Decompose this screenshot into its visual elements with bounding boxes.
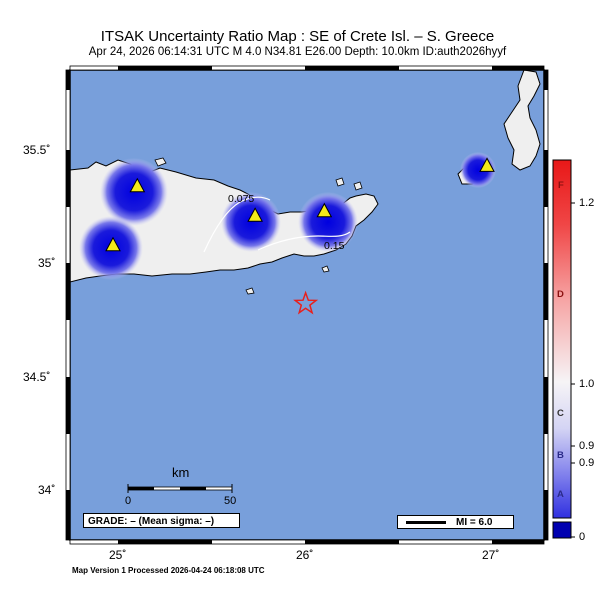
colorbar: [552, 159, 575, 539]
islet: [335, 177, 345, 187]
mi-legend: MI = 6.0: [397, 515, 514, 529]
contour-label: 0.15: [324, 240, 345, 252]
lon-tick-label: 27˚: [482, 548, 500, 562]
map-title: ITSAK Uncertainty Ratio Map : SE of Cret…: [100, 28, 495, 45]
colorbar-grade: A: [557, 489, 564, 500]
islet: [245, 287, 255, 295]
ocean-area: [70, 70, 544, 540]
islet: [353, 181, 363, 191]
station-triangle-icon: [105, 236, 121, 252]
mi-line-swatch: [406, 521, 446, 524]
islet: [321, 265, 330, 273]
station-triangle-icon: [479, 157, 495, 172]
scale-bar-title: km: [172, 465, 190, 480]
lat-tick-label: 34.5˚: [23, 370, 51, 384]
processing-footer: Map Version 1 Processed 2026-04-24 06:18…: [72, 566, 265, 575]
colorbar-value: 1.2: [579, 197, 595, 209]
uncertainty-patch: [221, 192, 281, 252]
scale-bar-label: 50: [224, 495, 237, 507]
contour-line: [203, 196, 271, 253]
lat-tick-label: 35.5˚: [23, 143, 51, 157]
map-subtitle: Apr 24, 2026 06:14:31 UTC M 4.0 N34.81 E…: [88, 46, 507, 58]
colorbar-value: 0.9: [579, 440, 595, 452]
station-triangle-icon: [247, 207, 263, 222]
lat-tick-label: 35˚: [38, 256, 56, 270]
colorbar-value: 0: [579, 531, 586, 543]
lat-tick-label: 34˚: [38, 483, 56, 497]
rhodes-island: [503, 70, 541, 171]
islet: [154, 157, 167, 167]
station-triangle-icon: [316, 202, 333, 218]
colorbar-value: 0.9: [579, 457, 595, 469]
colorbar-grade: F: [558, 180, 564, 191]
station-triangle-icon: [129, 177, 146, 193]
star-icon: [293, 290, 319, 315]
lon-tick-label: 26˚: [296, 548, 314, 562]
grade-legend: GRADE: – (Mean sigma: –): [83, 513, 240, 528]
station-markers: [105, 157, 495, 252]
colorbar-grade: B: [557, 450, 564, 461]
uncertainty-patch: [298, 192, 358, 252]
frame-tick-bars: [65, 65, 549, 545]
scale-bar: [127, 484, 233, 493]
colorbar-grade: C: [557, 408, 564, 419]
lon-tick-label: 25˚: [109, 548, 127, 562]
colorbar-value: 1.0: [579, 378, 595, 390]
contour-label: 0.075: [228, 193, 255, 205]
mi-label: MI = 6.0: [456, 517, 493, 528]
contour-line: [257, 231, 351, 251]
colorbar-grade: D: [557, 289, 564, 300]
scale-bar-label: 0: [125, 495, 132, 507]
